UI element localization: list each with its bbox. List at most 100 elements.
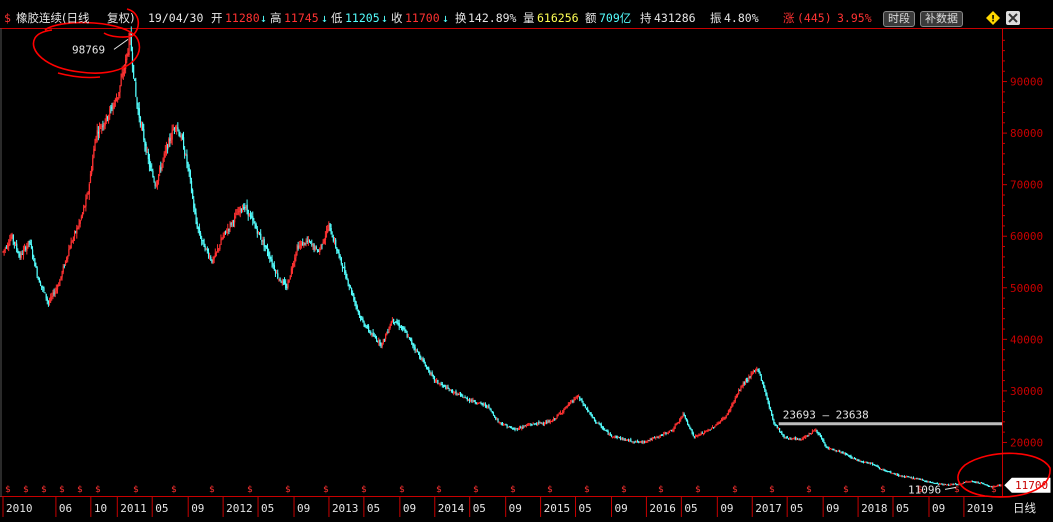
candle-body [122, 72, 125, 75]
candle-body [405, 330, 407, 333]
candle-body [44, 292, 46, 294]
candle-body [16, 243, 18, 250]
candle-body [158, 174, 160, 182]
candle-body [393, 318, 395, 322]
candle-body [714, 426, 716, 428]
candle-body [336, 247, 338, 251]
warning-diamond-icon[interactable]: ! [986, 11, 1000, 25]
candle-body [574, 398, 576, 400]
candle-body [797, 438, 799, 440]
candle-body [351, 287, 353, 294]
fill-data-button[interactable]: 补数据 [920, 11, 963, 27]
candle-body [801, 438, 803, 440]
candle-body [247, 209, 249, 216]
timeframe-button[interactable]: 时段 [883, 11, 915, 27]
period-tab-daily[interactable]: 日线 [1013, 501, 1036, 515]
candle-body [817, 432, 819, 434]
adjust-label[interactable]: 复权) [107, 11, 135, 25]
candle-body [496, 419, 498, 421]
candle-body [412, 343, 414, 346]
candle-body [847, 454, 849, 456]
candle-body [74, 232, 76, 237]
amplitude-label: 振 [710, 11, 722, 25]
candle-body [589, 412, 591, 414]
candle-body [900, 475, 902, 477]
candle-body [447, 386, 449, 389]
candle-body [93, 148, 95, 158]
candle-body [77, 227, 79, 229]
candle-body [363, 321, 365, 326]
candle-body [699, 434, 701, 436]
candle-body [26, 246, 28, 251]
candle-body [396, 321, 398, 324]
high-value: 11745 [284, 11, 319, 25]
candle-body [639, 441, 641, 443]
candle-body [522, 426, 524, 428]
candle-body [977, 482, 979, 484]
candle-body [503, 424, 505, 426]
candle-body [612, 436, 614, 438]
candle-body [733, 400, 735, 403]
candle-body [928, 481, 931, 483]
candle-body [771, 410, 773, 415]
candle-body [869, 462, 872, 464]
close-icon[interactable] [1006, 11, 1020, 25]
candle-body [759, 373, 761, 376]
dollar-sign-icon[interactable]: $ [4, 11, 11, 25]
candle-body [684, 415, 686, 418]
candle-body [540, 422, 542, 424]
candle-body [842, 452, 844, 454]
candle-body [72, 237, 75, 241]
candle-body [205, 248, 207, 250]
event-marker-icon: $ [954, 485, 960, 495]
candle-body [624, 438, 626, 441]
candle-body [599, 423, 601, 425]
candle-body [34, 258, 36, 267]
candle-body [69, 247, 71, 250]
candle-body [28, 241, 30, 243]
candle-body [718, 421, 721, 424]
candle-body [792, 438, 794, 440]
event-marker-icon: $ [880, 485, 886, 495]
candle-body [863, 461, 865, 463]
candle-body [368, 326, 370, 331]
candle-body [63, 265, 66, 267]
candle-body [625, 440, 627, 442]
candle-body [480, 402, 482, 404]
candle-body [192, 190, 194, 199]
volume-value: 616256 [537, 11, 579, 25]
candle-body [228, 228, 230, 230]
candle-body [833, 449, 835, 451]
candle-body [991, 486, 993, 488]
candle-body [786, 437, 789, 439]
candle-body [677, 422, 680, 424]
candle-body [734, 397, 736, 402]
candle-body [320, 244, 322, 249]
candle-body [630, 439, 632, 442]
candle-body [973, 481, 975, 483]
candle-body [39, 282, 42, 286]
x-tick-label: 09 [191, 502, 204, 515]
candle-body [45, 293, 47, 299]
candle-body [430, 373, 432, 375]
candle-body [467, 399, 470, 401]
close-label: 收 [391, 11, 403, 25]
candle-body [70, 241, 72, 249]
candle-body [940, 483, 942, 485]
candle-body [313, 244, 315, 250]
candle-body [874, 464, 876, 466]
candle-body [778, 428, 781, 432]
candle-body [724, 418, 726, 420]
candle-body [953, 483, 956, 485]
candle-body [260, 233, 262, 240]
candle-body [850, 456, 852, 458]
candle-body [27, 241, 29, 247]
candle-body [361, 318, 363, 320]
candle-body [975, 481, 977, 483]
candle-body [380, 344, 382, 346]
candle-body [428, 367, 430, 372]
candle-body [966, 481, 968, 483]
candle-body [499, 422, 501, 424]
